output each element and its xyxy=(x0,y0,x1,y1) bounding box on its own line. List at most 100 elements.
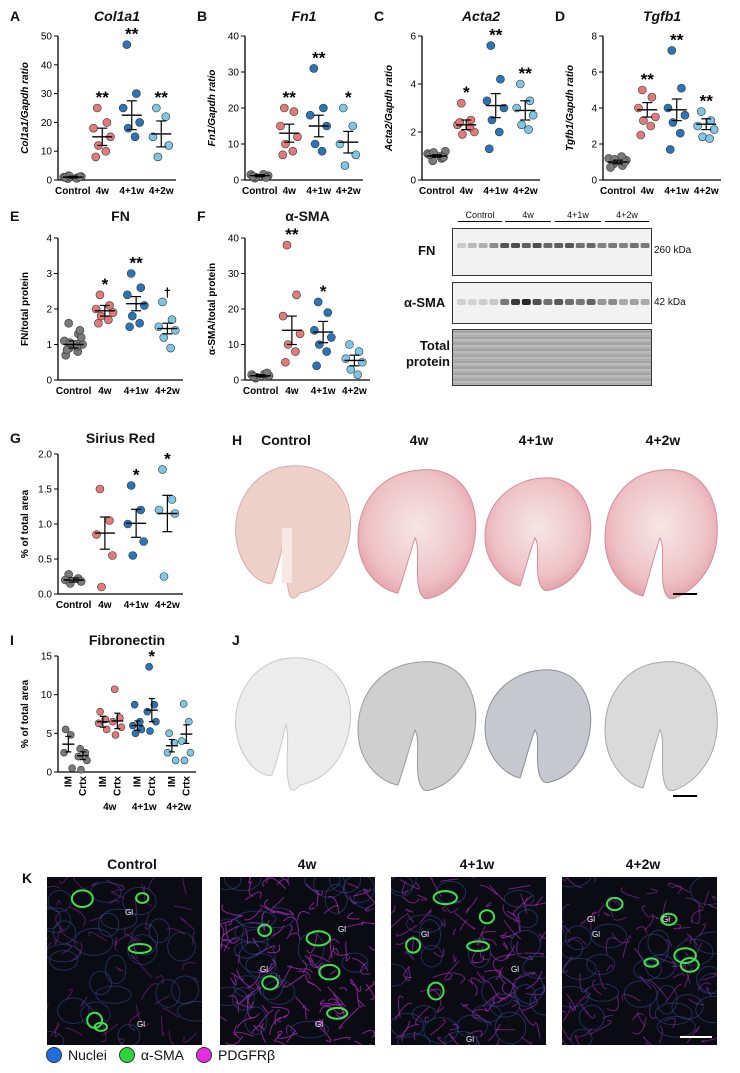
data-point xyxy=(123,123,133,133)
panel-letter-G: G xyxy=(10,430,21,446)
if-panel-2: Gl Gl Gl xyxy=(391,877,546,1045)
data-point xyxy=(123,290,132,300)
k-header-4w: 4w xyxy=(297,856,317,872)
pdgfrb-signal xyxy=(497,1038,501,1045)
y-tick-label: 2.0 xyxy=(38,450,52,461)
data-point xyxy=(159,333,169,342)
x-tick-label: Control xyxy=(56,600,92,611)
data-point xyxy=(65,338,75,348)
pdgfrb-signal xyxy=(350,979,357,986)
pdgfrb-signal xyxy=(182,962,196,970)
pdgfrb-signal xyxy=(502,941,509,950)
data-point xyxy=(102,118,112,127)
asma-vessel xyxy=(305,930,332,947)
pdgfrb-signal xyxy=(501,983,513,998)
x-tick-label: Control xyxy=(419,186,455,197)
nuclei-outline xyxy=(405,914,443,934)
data-point xyxy=(353,370,362,379)
data-point xyxy=(94,719,103,728)
blot-group-3: 4+2w xyxy=(605,210,649,222)
pdgfrb-signal xyxy=(562,903,570,924)
pdgfrb-signal xyxy=(114,935,127,952)
pdgfrb-signal xyxy=(635,926,648,935)
pdgfrb-signal xyxy=(339,987,348,992)
blot-label-asma: α-SMA xyxy=(404,295,446,310)
pdgfrb-signal xyxy=(562,956,573,974)
data-point xyxy=(105,516,114,525)
pdgfrb-signal xyxy=(88,931,107,942)
asma-vessel xyxy=(427,981,445,1001)
data-point xyxy=(357,357,367,367)
pdgfrb-signal xyxy=(353,889,372,897)
data-point xyxy=(186,748,195,757)
nuclei-outline xyxy=(52,920,76,944)
fn-band xyxy=(532,243,542,248)
nuclei-outline xyxy=(456,1014,488,1039)
pdgfrb-signal xyxy=(354,1040,372,1045)
data-point xyxy=(636,130,646,140)
asma-band xyxy=(575,299,585,305)
nuclei-outline xyxy=(176,1000,202,1022)
nuclei-outline xyxy=(148,918,171,944)
blot-group-2: 4+1w xyxy=(555,210,601,222)
panel-letter-C: C xyxy=(374,8,385,24)
data-point xyxy=(634,103,643,113)
chart-panel-D: D Tgfb1 0 2 4 6 8 Tgfb1/Gapdh ratio Control 4w 4+1… xyxy=(555,8,730,198)
data-point xyxy=(165,729,173,738)
asma-vessel xyxy=(127,943,152,954)
nuclei-outline xyxy=(47,1030,65,1045)
data-point xyxy=(74,752,83,761)
pdgfrb-signal xyxy=(606,964,613,972)
pdgfrb-signal xyxy=(516,941,522,955)
nuclei-outline xyxy=(423,1017,459,1044)
panel-letter-A: A xyxy=(10,8,21,24)
nuclei-outline xyxy=(564,925,592,951)
data-point xyxy=(705,134,714,143)
pdgfrb-signal xyxy=(631,1011,639,1021)
x-tick-label: 4+2w xyxy=(155,600,180,611)
pdgfrb-signal xyxy=(236,969,255,990)
h-header-4p1w: 4+1w xyxy=(518,432,554,448)
y-tick-label: 4 xyxy=(591,104,597,115)
pdgfrb-signal xyxy=(641,905,650,919)
data-point xyxy=(154,322,164,332)
nuclei-outline xyxy=(623,980,658,1008)
pdgfrb-signal xyxy=(486,980,498,996)
pdgfrb-signal xyxy=(130,954,152,978)
y-tick-label: 0 xyxy=(46,768,52,779)
if-image: Gl Gl Gl xyxy=(391,877,546,1045)
y-axis-label: Tgfb1/Gapdh ratio xyxy=(565,65,576,151)
nuclei-outline xyxy=(220,877,242,891)
pdgfrb-signal xyxy=(116,966,124,972)
pdgfrb-signal xyxy=(472,1016,491,1026)
data-point xyxy=(667,46,677,55)
fn-band xyxy=(554,243,564,248)
x-tick-label: Crtx xyxy=(147,776,158,796)
h-header-control: Control xyxy=(261,432,311,448)
pdgfrb-signal xyxy=(467,896,478,910)
pdgfrb-signal xyxy=(47,942,52,959)
pdgfrb-signal xyxy=(444,960,460,981)
pdgfrb-signal xyxy=(108,900,120,905)
pdgfrb-signal xyxy=(495,970,519,990)
data-point xyxy=(139,537,148,546)
data-point xyxy=(354,347,364,356)
y-tick-label: 40 xyxy=(228,234,240,245)
pdgfrb-signal xyxy=(684,942,703,958)
pdgfrb-signal xyxy=(266,944,281,954)
fn-band xyxy=(489,243,499,248)
significance-mark: ** xyxy=(283,88,297,107)
pdgfrb-signal xyxy=(603,1014,614,1020)
significance-mark: ** xyxy=(489,26,503,45)
y-axis-label: Fn1/Gapdh ratio xyxy=(207,70,218,147)
data-point xyxy=(663,103,673,113)
nuclei-outline xyxy=(472,1004,502,1023)
data-point xyxy=(130,132,140,142)
pdgfrb-signal xyxy=(684,936,692,944)
data-point xyxy=(665,145,675,154)
pdgfrb-signal xyxy=(497,982,515,999)
pdgfrb-signal xyxy=(562,879,567,881)
asma-band xyxy=(521,299,531,305)
fn-band xyxy=(500,243,510,248)
